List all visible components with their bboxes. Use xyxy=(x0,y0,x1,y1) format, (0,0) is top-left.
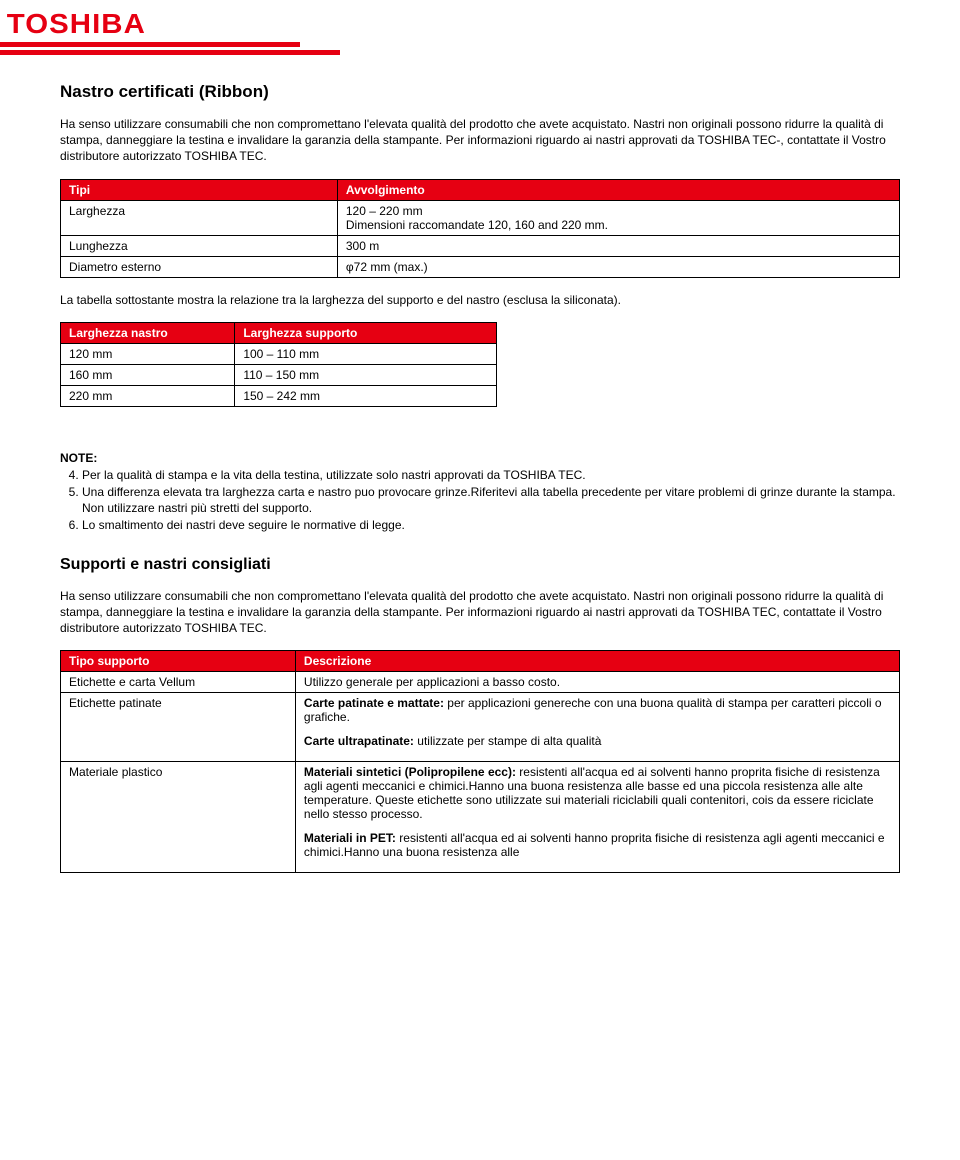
notes-list: Per la qualità di stampa e la vita della… xyxy=(60,467,900,534)
note-item: Per la qualità di stampa e la vita della… xyxy=(82,467,900,483)
table-cell: 120 – 220 mmDimensioni raccomandate 120,… xyxy=(337,200,899,235)
table-cell: Diametro esterno xyxy=(61,256,338,277)
supports-title: Supporti e nastri consigliati xyxy=(60,556,900,574)
table-cell: φ72 mm (max.) xyxy=(337,256,899,277)
support-description: Utilizzo generale per applicazioni a bas… xyxy=(295,672,899,693)
table-row: Etichette e carta VellumUtilizzo general… xyxy=(61,672,900,693)
table-cell: Larghezza xyxy=(61,200,338,235)
note-item: Lo smaltimento dei nastri deve seguire l… xyxy=(82,517,900,533)
table-header: Tipi xyxy=(61,179,338,200)
table-cell: 100 – 110 mm xyxy=(235,343,496,364)
table-header: Tipo supporto xyxy=(61,651,296,672)
table-row: 220 mm150 – 242 mm xyxy=(61,385,497,406)
note-item: Una differenza elevata tra larghezza car… xyxy=(82,484,900,516)
table-header: Descrizione xyxy=(295,651,899,672)
table-header: Avvolgimento xyxy=(337,179,899,200)
ribbon-width-table: Larghezza nastroLarghezza supporto120 mm… xyxy=(60,322,497,407)
table-header: Larghezza supporto xyxy=(235,322,496,343)
table-cell: 220 mm xyxy=(61,385,235,406)
table-row: 120 mm100 – 110 mm xyxy=(61,343,497,364)
table-cell: 110 – 150 mm xyxy=(235,364,496,385)
ribbon-spec-table: TipiAvvolgimentoLarghezza120 – 220 mmDim… xyxy=(60,179,900,278)
accent-stripe xyxy=(0,42,300,47)
support-description: Carte patinate e mattate: per applicazio… xyxy=(295,693,899,762)
table-cell: Lunghezza xyxy=(61,235,338,256)
table-header: Larghezza nastro xyxy=(61,322,235,343)
table-cell: 150 – 242 mm xyxy=(235,385,496,406)
table-row: Diametro esternoφ72 mm (max.) xyxy=(61,256,900,277)
table-cell: 120 mm xyxy=(61,343,235,364)
ribbon-title: Nastro certificati (Ribbon) xyxy=(60,82,900,102)
ribbon-intro: Ha senso utilizzare consumabili che non … xyxy=(60,116,900,165)
document-body: Nastro certificati (Ribbon) Ha senso uti… xyxy=(0,64,960,927)
table-cell: 300 m xyxy=(337,235,899,256)
supports-table: Tipo supportoDescrizioneEtichette e cart… xyxy=(60,650,900,873)
ribbon-mid-text: La tabella sottostante mostra la relazio… xyxy=(60,292,900,308)
support-type: Etichette patinate xyxy=(61,693,296,762)
support-type: Materiale plastico xyxy=(61,762,296,873)
notes-heading: NOTE: xyxy=(60,451,900,465)
table-cell: 160 mm xyxy=(61,364,235,385)
table-row: Larghezza120 – 220 mmDimensioni raccoman… xyxy=(61,200,900,235)
table-row: Materiale plasticoMateriali sintetici (P… xyxy=(61,762,900,873)
brand-header: TOSHIBA xyxy=(0,0,960,64)
support-description: Materiali sintetici (Polipropilene ecc):… xyxy=(295,762,899,873)
accent-stripe xyxy=(0,50,340,55)
brand-logo: TOSHIBA xyxy=(7,8,960,40)
table-row: Lunghezza300 m xyxy=(61,235,900,256)
table-row: 160 mm110 – 150 mm xyxy=(61,364,497,385)
supports-intro: Ha senso utilizzare consumabili che non … xyxy=(60,588,900,637)
support-type: Etichette e carta Vellum xyxy=(61,672,296,693)
table-row: Etichette patinateCarte patinate e matta… xyxy=(61,693,900,762)
